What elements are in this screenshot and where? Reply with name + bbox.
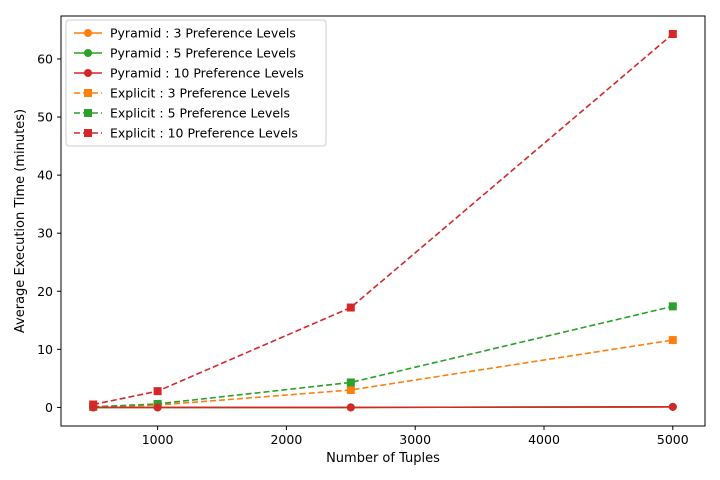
series-line (93, 33, 674, 406)
series-4 (89, 302, 677, 411)
legend-item: Pyramid : 10 Preference Levels (74, 66, 304, 81)
series-line (93, 339, 673, 408)
y-axis: 0 10 20 30 40 50 60 (37, 51, 61, 415)
x-tick-label: 5000 (657, 432, 689, 447)
data-point (346, 378, 355, 387)
data-point (668, 336, 677, 345)
legend-label: Pyramid : 5 Preference Levels (110, 46, 296, 61)
y-tick-label: 50 (37, 110, 53, 125)
legend-item: Explicit : 5 Preference Levels (74, 106, 290, 121)
legend-marker (84, 29, 92, 37)
y-axis-label: Average Execution Time (minutes) (13, 109, 28, 333)
x-axis: 1000 2000 3000 4000 5000 (142, 426, 689, 447)
legend-label: Explicit : 3 Preference Levels (110, 86, 290, 101)
data-point (153, 387, 162, 396)
legend-item: Pyramid : 5 Preference Levels (74, 46, 296, 61)
legend-marker (84, 89, 92, 97)
y-tick-label: 30 (37, 226, 53, 241)
x-tick-label: 2000 (270, 432, 302, 447)
plot-area (89, 30, 677, 412)
series-line (93, 305, 673, 408)
legend-label: Pyramid : 10 Preference Levels (110, 66, 304, 81)
data-point (89, 403, 98, 412)
axes-frame (60, 15, 706, 427)
legend-marker (84, 49, 92, 57)
legend-label: Pyramid : 3 Preference Levels (110, 26, 296, 41)
legend-item: Pyramid : 3 Preference Levels (74, 26, 296, 41)
y-tick-label: 40 (37, 168, 53, 183)
legend-marker (84, 109, 92, 117)
y-tick-label: 10 (37, 342, 53, 357)
x-tick-label: 4000 (528, 432, 560, 447)
data-point (346, 385, 355, 394)
series-line (93, 406, 673, 409)
data-point (346, 303, 355, 312)
legend-label: Explicit : 10 Preference Levels (110, 126, 298, 141)
legend-marker (84, 129, 92, 137)
legend-item: Explicit : 3 Preference Levels (74, 86, 290, 101)
data-point (668, 402, 677, 411)
x-axis-label: Number of Tuples (326, 451, 440, 466)
x-tick-label: 1000 (142, 432, 174, 447)
data-point (668, 30, 677, 39)
data-point (346, 403, 355, 412)
y-tick-label: 20 (37, 284, 53, 299)
legend-marker (84, 69, 92, 77)
y-tick-label: 60 (37, 51, 53, 66)
y-tick-label: 0 (45, 400, 53, 415)
x-tick-label: 3000 (399, 432, 431, 447)
series-3 (89, 336, 677, 411)
legend: Pyramid : 3 Preference Levels Pyramid : 5… (65, 19, 327, 147)
legend-label: Explicit : 5 Preference Levels (110, 106, 290, 121)
legend-box (65, 19, 327, 147)
data-point (153, 403, 162, 412)
legend-item: Explicit : 10 Preference Levels (74, 126, 298, 141)
data-point (668, 302, 677, 311)
series-2 (89, 402, 677, 412)
